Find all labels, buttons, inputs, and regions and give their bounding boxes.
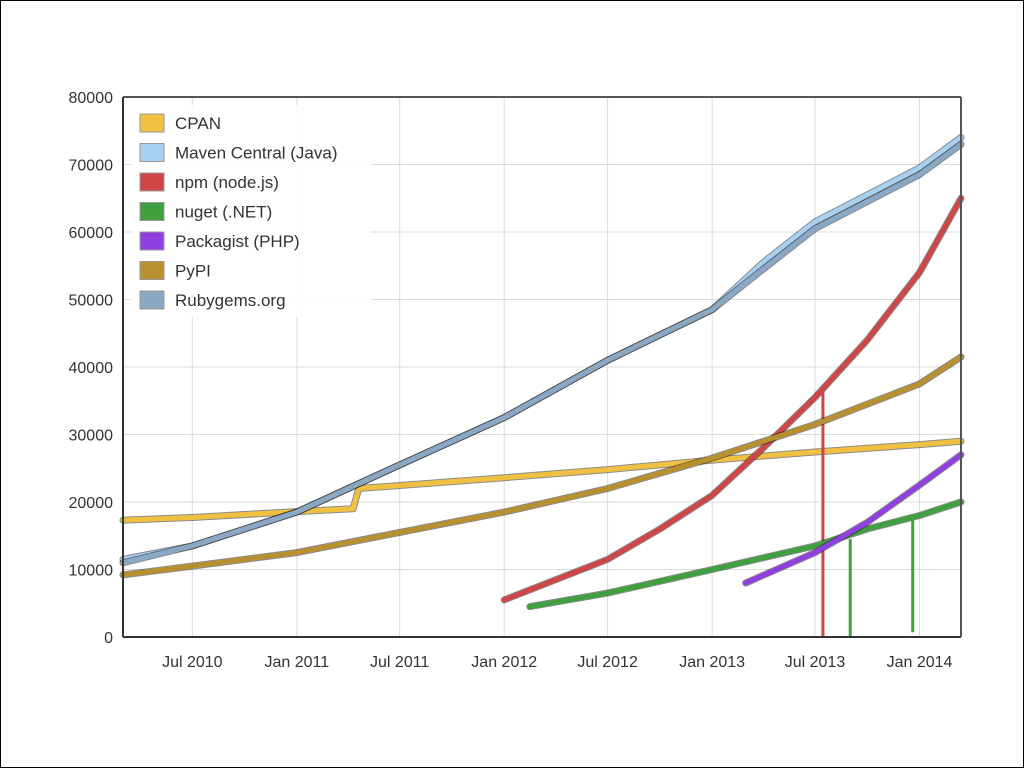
legend-swatch: [139, 202, 165, 221]
y-tick-label: 60000: [69, 225, 114, 242]
legend-swatch: [139, 231, 165, 251]
y-tick-label: 80000: [69, 90, 114, 107]
y-tick-label: 0: [104, 630, 113, 647]
series-layer: [119, 134, 965, 637]
series-line: [120, 438, 964, 523]
y-tick-label: 70000: [69, 158, 114, 175]
legend-item: Rubygems.org: [139, 290, 286, 310]
y-tick-label: 50000: [69, 293, 114, 310]
y-tick-label: 10000: [69, 563, 114, 580]
x-tick-label: Jul 2012: [577, 654, 638, 671]
series-pypi: [119, 353, 965, 579]
legend-item: nuget (.NET): [139, 202, 272, 222]
series-line: [527, 499, 964, 610]
legend-item: PyPI: [139, 261, 211, 281]
series-line: [120, 354, 964, 578]
series-line: [120, 141, 964, 566]
x-tick-label: Jan 2013: [679, 654, 745, 671]
legend-label: nuget (.NET): [175, 203, 272, 222]
legend: CPAN Maven Central (Java) npm (node.js) nug…: [131, 105, 371, 317]
x-tick-label: Jan 2014: [887, 654, 953, 671]
legend-item: Maven Central (Java): [139, 143, 338, 163]
y-tick-label: 30000: [69, 428, 114, 445]
series-npm-node-js: [500, 194, 965, 637]
legend-item: Packagist (PHP): [139, 231, 300, 251]
legend-background: [131, 105, 371, 317]
x-tick-label: Jul 2013: [785, 654, 846, 671]
x-tick-label: Jan 2011: [265, 654, 330, 671]
legend-swatch: [139, 143, 165, 162]
legend-label: Packagist (PHP): [175, 232, 300, 251]
y-tick-label: 40000: [69, 360, 114, 377]
legend-swatch: [139, 261, 165, 280]
x-tick-label: Jul 2011: [370, 654, 429, 671]
series-nuget-net: [526, 498, 965, 637]
legend-swatch: [139, 113, 165, 133]
series-line: [501, 195, 964, 603]
legend-label: npm (node.js): [175, 173, 279, 192]
legend-item: npm (node.js): [139, 172, 279, 192]
series-packagist-php: [742, 451, 965, 587]
legend-label: CPAN: [175, 114, 221, 133]
legend-swatch: [139, 172, 165, 192]
x-tick-label: Jan 2012: [471, 654, 537, 671]
x-tick-label: Jul 2010: [162, 654, 223, 671]
y-tick-label: 20000: [69, 495, 114, 512]
series-cpan: [119, 437, 965, 524]
series-line: [743, 452, 964, 586]
legend-item: CPAN: [139, 113, 221, 133]
legend-label: Maven Central (Java): [175, 144, 338, 163]
axes-layer: 0 10000 20000 30000 40000 50000 60000 70000 8000…: [69, 90, 962, 671]
series-rubygems-org: [119, 140, 965, 567]
legend-label: Rubygems.org: [175, 291, 286, 310]
legend-label: PyPI: [175, 262, 211, 281]
legend-swatch: [139, 290, 165, 310]
